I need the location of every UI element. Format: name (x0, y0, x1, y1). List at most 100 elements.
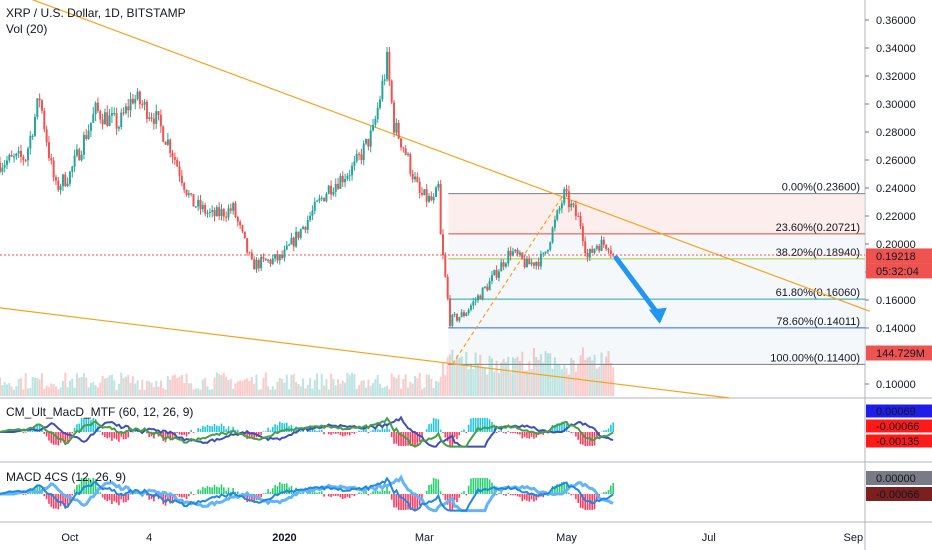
histogram-bar (164, 494, 167, 506)
candle-body (318, 198, 321, 201)
histogram-bar (125, 432, 127, 440)
candle-body (141, 104, 144, 106)
volume-bar (267, 386, 270, 396)
histogram-bar (316, 430, 318, 432)
time-tick-label: 2020 (272, 532, 296, 544)
volume-bar (591, 360, 594, 396)
histogram-bar (299, 492, 302, 494)
candle-body (313, 201, 316, 211)
candle-body (600, 239, 603, 251)
candle-body (472, 301, 475, 306)
histogram-bar (178, 432, 181, 435)
histogram-bar (251, 494, 253, 501)
candle-body (145, 101, 148, 119)
volume-bar (246, 378, 249, 396)
histogram-bar (372, 429, 374, 432)
volume-bar (183, 383, 186, 396)
candle-body (271, 258, 274, 264)
candle-body (47, 142, 50, 158)
volume-bar (103, 378, 106, 396)
histogram-bar (22, 432, 25, 433)
symbol-title: XRP / U.S. Dollar, 1D, BITSTAMP (6, 6, 186, 20)
histogram-bar (327, 432, 330, 435)
volume-bar (516, 356, 519, 396)
volume-bar (500, 362, 503, 396)
candle-body (159, 114, 162, 127)
volume-bar (108, 375, 111, 396)
candle-body (241, 225, 244, 232)
volume-bar (169, 379, 172, 396)
histogram-bar (262, 493, 265, 494)
histogram-bar (225, 429, 227, 432)
volume-bar (29, 388, 32, 396)
histogram-bar (409, 494, 412, 510)
candle-body (367, 138, 370, 147)
candle-body (148, 117, 151, 119)
macd-4cs-label[interactable]: MACD 4CS (12, 26, 9) (6, 470, 127, 484)
volume-bar (15, 386, 18, 396)
histogram-bar (362, 429, 365, 432)
candle-body (316, 200, 319, 202)
volume-bar (138, 389, 141, 396)
candle-body (379, 99, 382, 108)
volume-bar (239, 380, 242, 396)
volume-bar (285, 374, 288, 396)
histogram-bar (211, 487, 213, 494)
histogram-bar (509, 432, 512, 434)
candle-body (122, 112, 125, 114)
histogram-bar (535, 494, 538, 501)
candle-body (187, 193, 190, 196)
candle-body (150, 117, 153, 119)
candlesticks (0, 47, 615, 329)
histogram-bar (556, 423, 559, 432)
histogram-bar (554, 425, 556, 432)
candle-body (166, 139, 169, 145)
candle-body (465, 313, 468, 317)
candle-body (297, 231, 300, 238)
candle-body (155, 111, 158, 124)
volume-bar (110, 374, 113, 396)
candle-body (75, 149, 78, 156)
histogram-bar (148, 494, 151, 500)
macd-4cs-badge-bg (866, 471, 932, 485)
histogram-bar (430, 423, 433, 432)
time-tick-label: May (556, 532, 577, 544)
histogram-bar (467, 485, 470, 494)
candle-body (572, 203, 575, 205)
histogram-bar (379, 491, 381, 494)
histogram-bar (234, 491, 237, 494)
fib-zone (448, 193, 865, 234)
volume-bar (348, 375, 351, 396)
histogram-bar (376, 429, 379, 432)
histogram-bar (311, 429, 314, 432)
histogram-bar (73, 427, 76, 432)
histogram-bar (551, 485, 554, 494)
histogram-bar (199, 490, 202, 494)
macd-mtf-label[interactable]: CM_Ult_MacD_MTF (60, 12, 26, 9) (6, 405, 194, 419)
volume-bar (87, 387, 90, 396)
histogram-bar (330, 494, 332, 498)
candle-body (201, 205, 204, 210)
histogram-bar (232, 487, 234, 494)
volume-bar (309, 378, 312, 396)
candle-body (344, 179, 347, 183)
histogram-bar (507, 492, 510, 494)
histogram-bar (500, 429, 503, 432)
candle-body (213, 210, 216, 217)
candle-body (292, 237, 295, 247)
candle-body (332, 191, 335, 195)
candle-body (127, 106, 130, 111)
histogram-bar (458, 432, 461, 436)
macd-mtf-badge-bg (866, 434, 932, 448)
candle-body (173, 156, 176, 160)
candle-body (257, 259, 260, 269)
candle-body (479, 295, 482, 300)
candle-body (504, 263, 507, 267)
candle-body (446, 276, 449, 299)
histogram-bar (101, 432, 104, 436)
histogram-bar (551, 424, 554, 432)
histogram-bar (603, 430, 605, 432)
histogram-bar (185, 494, 188, 500)
